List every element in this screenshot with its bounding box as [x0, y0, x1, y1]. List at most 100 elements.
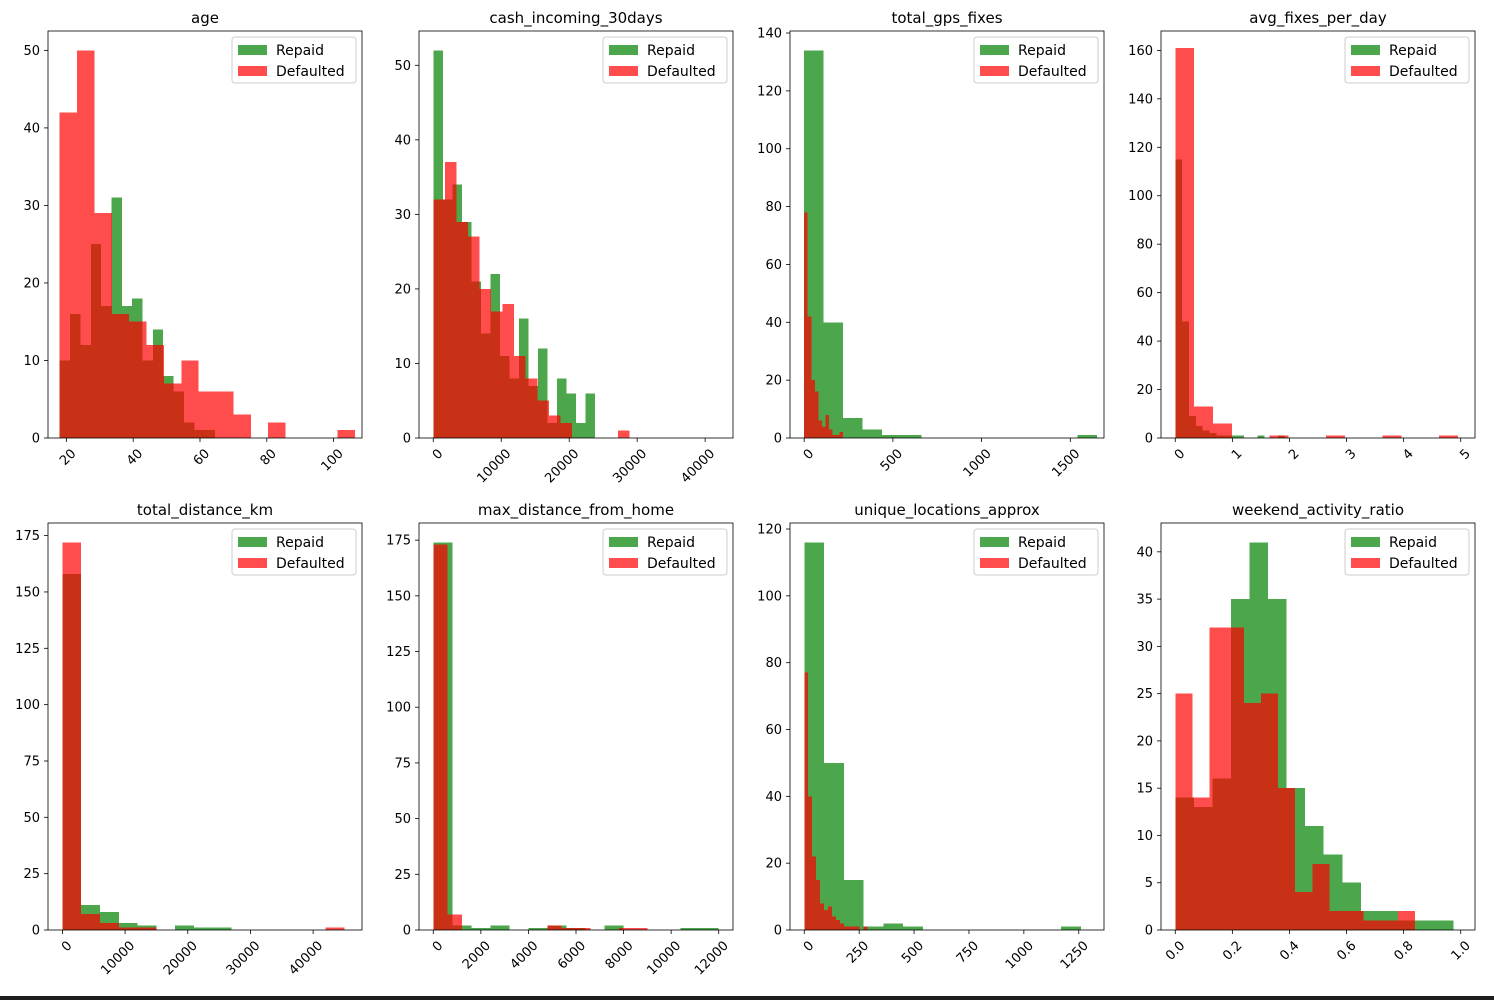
chart-title: unique_locations_approx — [854, 501, 1040, 520]
x-tick-label: 3 — [1343, 446, 1359, 462]
histogram-bar — [604, 925, 624, 930]
legend-label-repaid: Repaid — [1389, 535, 1437, 551]
y-tick-label: 150 — [386, 589, 411, 604]
series-repaid — [804, 542, 1081, 930]
y-tick-label: 120 — [757, 84, 782, 99]
axes-frame — [1160, 30, 1476, 439]
y-tick-label: 25 — [23, 867, 40, 882]
histogram-bar — [832, 435, 837, 438]
histogram-bar — [1175, 693, 1193, 930]
x-tick-label: 0 — [801, 446, 817, 462]
chart-title: avg_fixes_per_day — [1249, 9, 1387, 28]
histogram-bar — [820, 903, 825, 930]
x-tick-label: 1000 — [961, 446, 995, 480]
legend-label-repaid: Repaid — [276, 535, 324, 551]
series-defaulted — [804, 212, 844, 438]
histogram-bar — [1243, 703, 1261, 930]
series-repaid — [433, 542, 719, 930]
histogram-bar — [433, 544, 448, 930]
axes-frame — [789, 30, 1105, 439]
y-tick-label: 40 — [1136, 335, 1153, 350]
x-tick-label: 12000 — [692, 938, 732, 978]
y-tick-label: 50 — [23, 811, 40, 826]
legend: Repaid Defaulted — [973, 36, 1099, 84]
x-tick-label: 0 — [430, 446, 446, 462]
histogram-bar — [471, 927, 491, 930]
histogram-bar — [129, 321, 147, 438]
x-tick-label: 4 — [1400, 446, 1416, 462]
histogram-bar — [585, 393, 596, 438]
histogram-bar — [818, 420, 822, 438]
legend-swatch-repaid — [609, 45, 638, 55]
y-tick-label: 60 — [1136, 286, 1153, 301]
histogram-bar — [863, 926, 884, 930]
y-tick-label: 175 — [386, 534, 411, 549]
histogram-bar — [77, 50, 95, 438]
histogram-bar — [1269, 435, 1289, 438]
legend-label-repaid: Repaid — [1389, 43, 1437, 59]
x-tick-label: 20000 — [161, 938, 201, 978]
histogram-bar — [835, 919, 840, 930]
histogram-bar — [337, 430, 355, 438]
histogram-bar — [1209, 627, 1227, 930]
histogram-bar — [863, 926, 868, 930]
axes-frame — [1160, 522, 1476, 931]
histogram-bar — [561, 927, 576, 930]
histogram-bar — [1260, 693, 1279, 930]
histogram-bar — [839, 923, 844, 930]
y-tick-label: 140 — [757, 27, 782, 42]
histogram-bar — [576, 423, 586, 438]
legend-label-defaulted: Defaulted — [1018, 64, 1087, 80]
histogram-bar — [1175, 47, 1195, 438]
series-defaulted — [1175, 47, 1458, 438]
y-tick-label: 50 — [394, 59, 411, 74]
histogram-bar — [1382, 435, 1402, 438]
series-repaid — [62, 573, 232, 930]
y-tick-label: 0 — [1145, 432, 1153, 447]
histogram-bar — [618, 430, 630, 438]
legend-swatch-defaulted — [1351, 558, 1380, 568]
y-tick-label: 10 — [1136, 829, 1153, 844]
chart-title: weekend_activity_ratio — [1232, 501, 1404, 520]
axes-frame — [47, 30, 363, 439]
chart-title: total_gps_fixes — [891, 9, 1002, 28]
y-tick-label: 30 — [1136, 640, 1153, 655]
x-tick-label: 1000 — [1003, 938, 1037, 972]
histogram-bar — [1416, 920, 1436, 930]
series-repaid — [804, 50, 1097, 438]
histogram-bar — [851, 926, 856, 930]
legend: Repaid Defaulted — [602, 36, 728, 84]
histogram-bar — [467, 236, 480, 438]
histogram-bar — [1226, 627, 1244, 930]
y-tick-label: 160 — [1128, 44, 1153, 59]
histogram-bar — [137, 927, 157, 930]
histogram-bar — [479, 288, 492, 438]
histogram-bar — [1257, 435, 1265, 438]
x-tick-label: 2 — [1286, 446, 1302, 462]
y-tick-label: 100 — [15, 698, 40, 713]
histogram-bar — [1061, 926, 1081, 930]
histogram-bar — [862, 429, 883, 438]
histogram-bar — [525, 378, 538, 438]
y-tick-label: 80 — [1136, 238, 1153, 253]
legend-label-repaid: Repaid — [276, 43, 324, 59]
histogram-bar — [547, 925, 562, 930]
histogram-bar — [556, 378, 567, 438]
legend-label-repaid: Repaid — [1018, 535, 1066, 551]
histogram-bar — [502, 303, 515, 438]
histogram-bar — [216, 391, 234, 438]
chart-panel-weekend-activity-ratio: weekend_activity_ratio 0 5 10 15 20 25 30 35 40 0.… — [1136, 501, 1476, 964]
legend-swatch-defaulted — [238, 66, 267, 76]
histogram-bar — [233, 414, 251, 438]
chart-title: cash_incoming_30days — [489, 9, 662, 28]
histogram-bar — [81, 914, 101, 930]
histogram-bar — [843, 926, 848, 930]
y-tick-label: 125 — [386, 645, 411, 660]
legend: Repaid Defaulted — [973, 528, 1099, 576]
histogram-bar — [811, 380, 815, 438]
series-defaulted — [433, 544, 648, 930]
histogram-bar — [118, 927, 138, 930]
series-defaulted — [433, 162, 630, 438]
histogram-bar — [491, 311, 503, 438]
